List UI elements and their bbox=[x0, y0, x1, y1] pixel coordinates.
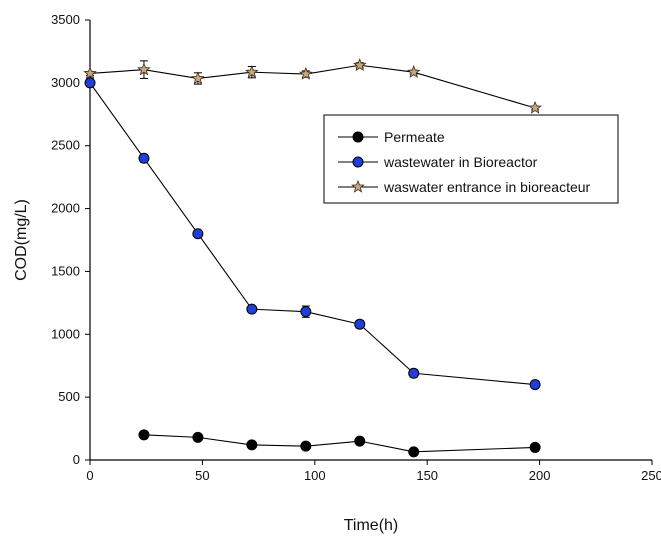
data-point bbox=[406, 65, 421, 78]
legend-marker bbox=[351, 179, 365, 193]
series-1 bbox=[84, 77, 541, 391]
x-tick-label: 250 bbox=[641, 468, 661, 483]
series-layer bbox=[83, 58, 542, 458]
x-tick-label: 100 bbox=[304, 468, 326, 483]
y-tick-label: 2000 bbox=[51, 201, 80, 216]
data-point bbox=[408, 367, 420, 379]
data-point bbox=[353, 58, 367, 71]
data-point bbox=[191, 71, 205, 85]
data-point bbox=[299, 66, 313, 80]
legend-marker bbox=[352, 156, 364, 168]
legend-entry: waswater entrance in bioreacteur bbox=[338, 179, 591, 195]
legend-label: Permeate bbox=[384, 129, 445, 145]
y-tick-label: 3000 bbox=[51, 75, 80, 90]
data-point bbox=[245, 65, 259, 78]
legend-box bbox=[323, 114, 619, 204]
data-point bbox=[246, 303, 258, 315]
data-point bbox=[137, 62, 151, 76]
y-tick-label: 3500 bbox=[51, 12, 80, 27]
y-tick-label: 1500 bbox=[51, 263, 80, 278]
data-point bbox=[300, 306, 312, 318]
x-axis-title: Time(h) bbox=[344, 517, 399, 534]
legend-label: wastewater in Bioreactor bbox=[383, 154, 538, 170]
x-tick-label: 200 bbox=[529, 468, 551, 483]
x-tick-label: 150 bbox=[416, 468, 438, 483]
data-point bbox=[354, 318, 366, 330]
legend-entry: Permeate bbox=[338, 129, 445, 145]
data-point bbox=[408, 446, 420, 458]
data-point bbox=[529, 379, 541, 391]
data-point bbox=[300, 440, 312, 452]
data-point bbox=[138, 152, 150, 164]
data-point bbox=[83, 66, 97, 80]
legend: Permeate wastewater in Bioreactor waswater… bbox=[323, 114, 619, 204]
series-line bbox=[89, 64, 536, 109]
x-tick-label: 50 bbox=[195, 468, 209, 483]
y-tick-label: 0 bbox=[73, 452, 80, 467]
legend-label: waswater entrance in bioreacteur bbox=[383, 179, 591, 195]
axis-ticks: 0 50 100 150 200 2500500100015002000250030003… bbox=[51, 12, 661, 483]
series-0 bbox=[138, 429, 541, 458]
series-line bbox=[89, 82, 536, 386]
data-point bbox=[246, 439, 258, 451]
legend-entry: wastewater in Bioreactor bbox=[338, 154, 538, 170]
y-axis-title: COD(mg/L) bbox=[13, 199, 30, 281]
data-point bbox=[529, 441, 541, 453]
data-point bbox=[354, 435, 366, 447]
data-point bbox=[528, 100, 542, 114]
data-point bbox=[192, 431, 204, 443]
y-tick-label: 2500 bbox=[51, 138, 80, 153]
y-tick-label: 500 bbox=[58, 389, 80, 404]
x-tick-label: 0 bbox=[86, 468, 93, 483]
data-point bbox=[84, 77, 96, 89]
data-point bbox=[192, 228, 204, 240]
data-point bbox=[138, 429, 150, 441]
series-2 bbox=[83, 58, 542, 114]
y-tick-label: 1000 bbox=[51, 326, 80, 341]
legend-marker bbox=[352, 131, 364, 143]
